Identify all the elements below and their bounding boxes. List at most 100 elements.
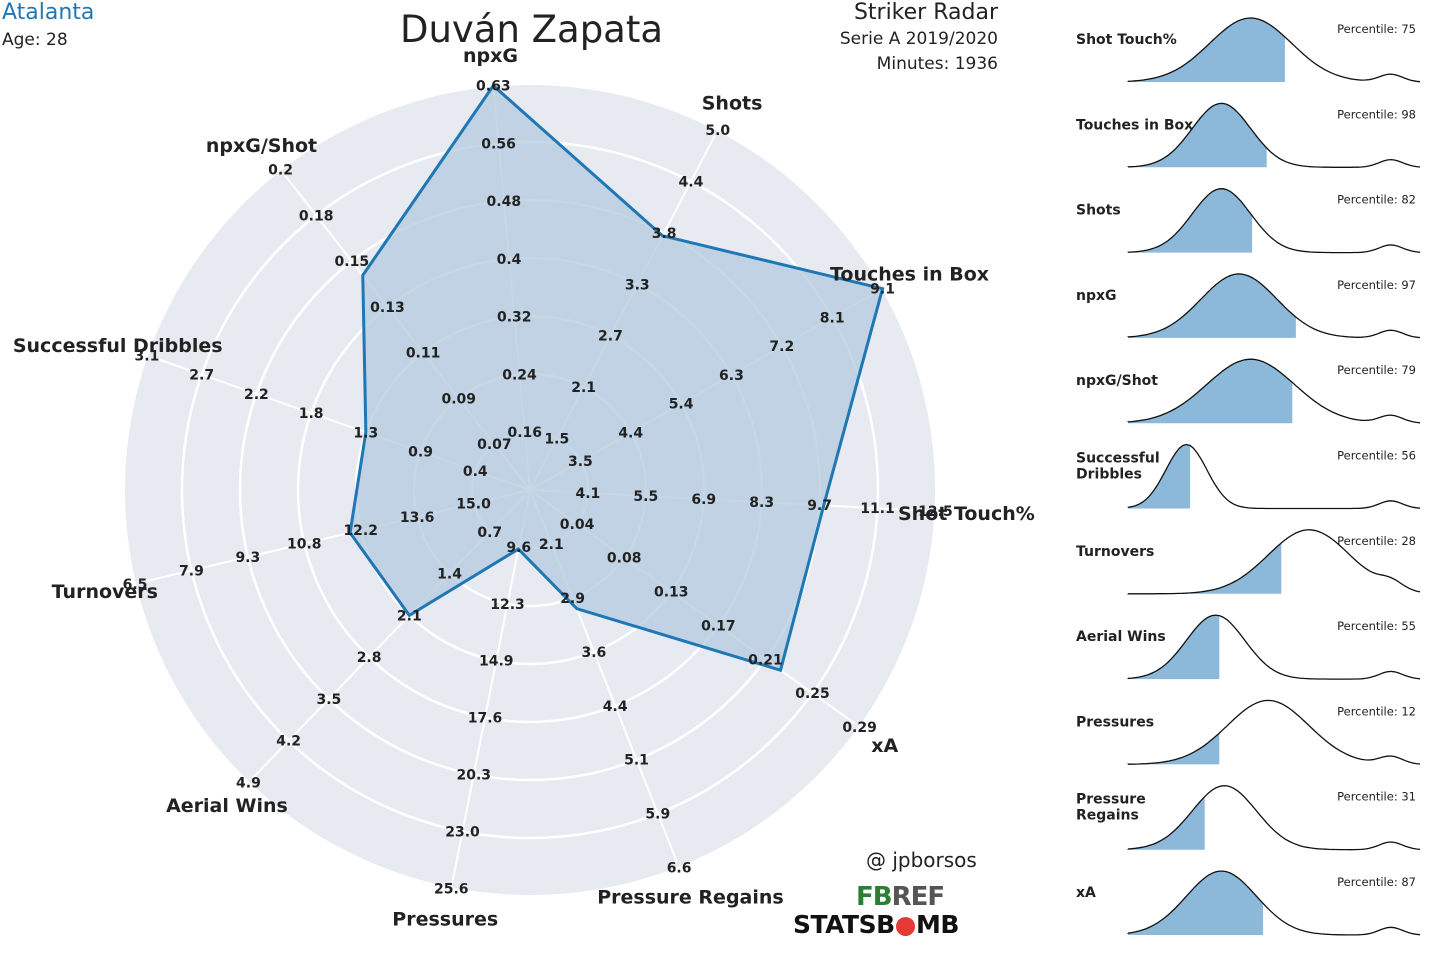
distribution-curve: [1127, 358, 1421, 424]
percentile-label: Percentile: 79: [1337, 363, 1416, 377]
radar-tick-label: 6.3: [719, 368, 744, 384]
radar-tick-label: 3.5: [568, 454, 593, 470]
distribution-label: Shots: [1076, 203, 1121, 219]
distribution-label: Regains: [1076, 808, 1139, 824]
percentile-distributions: Shot Touch% Percentile: 75 Touches in Box P…: [1076, 17, 1421, 936]
radar-tick-label: 8.1: [820, 310, 845, 326]
distribution-fill: [1128, 273, 1296, 338]
radar-tick-label: 7.9: [179, 563, 204, 579]
radar-tick-label: 0.18: [299, 208, 334, 224]
statsbomb-logo-part: B: [876, 910, 895, 939]
radar-tick-label: 0.13: [654, 585, 689, 601]
distribution-curve: [1127, 17, 1421, 83]
radar-tick-label: 0.09: [441, 391, 476, 407]
percentile-label: Percentile: 97: [1337, 278, 1416, 292]
radar-tick-label: 9.1: [870, 282, 895, 298]
radar-tick-label: 3.5: [316, 692, 341, 708]
radar-data-polygon: [348, 83, 885, 673]
radar-tick-label: 0.48: [487, 194, 522, 210]
league-season: Serie A 2019/2020: [839, 29, 998, 49]
radar-tick-label: 10.8: [287, 537, 322, 553]
radar-tick-label: 1.5: [544, 432, 569, 448]
radar-tick-label: 9.3: [235, 550, 260, 566]
statsbomb-logo: STATSB●MB: [793, 910, 959, 939]
distribution-fill: [1128, 615, 1220, 680]
distribution-label: Aerial Wins: [1076, 629, 1166, 645]
radar-tick-label: 0.7: [477, 525, 502, 541]
radar-tick-label: 0.17: [701, 618, 736, 634]
percentile-label: Percentile: 56: [1337, 449, 1416, 463]
distribution-curve: [1127, 870, 1421, 936]
distribution-label: npxG: [1076, 288, 1117, 304]
radar-tick-label: 4.4: [603, 699, 628, 715]
radar-title: Striker Radar: [853, 0, 998, 25]
radar-tick-label: 0.4: [463, 464, 488, 480]
radar-axis-label: npxG/Shot: [206, 135, 317, 157]
statsbomb-logo-part: ●: [894, 910, 917, 939]
radar-tick-label: 5.4: [669, 397, 694, 413]
radar-axis-label: Aerial Wins: [166, 795, 288, 817]
distribution-fill: [1128, 796, 1205, 850]
radar-tick-label: 9.7: [807, 498, 832, 514]
radar-tick-label: 11.1: [860, 501, 895, 517]
fbref-logo-part: REF: [891, 882, 946, 912]
radar-tick-label: 4.4: [679, 174, 704, 190]
radar-tick-label: 5.5: [633, 489, 658, 505]
radar-axis-label: npxG: [463, 45, 518, 67]
percentile-label: Percentile: 82: [1337, 193, 1416, 207]
radar-chart: 4.1 5.5 6.9 8.3 9.7 11.1 12.5 3.5 4.4 5.4 6.3 7.2 8.…: [13, 45, 1035, 931]
radar-tick-label: 0.07: [477, 437, 512, 453]
radar-tick-label: 20.3: [456, 767, 491, 783]
player-age: Age: 28: [2, 30, 68, 50]
radar-tick-label: 5.1: [624, 753, 649, 769]
distribution-label: npxG/Shot: [1076, 373, 1158, 389]
radar-tick-label: 2.8: [357, 650, 382, 666]
radar-tick-label: 23.0: [445, 824, 480, 840]
radar-tick-label: 2.2: [244, 387, 269, 403]
radar-tick-label: 0.16: [507, 425, 542, 441]
radar-tick-label: 0.2: [268, 163, 293, 179]
radar-tick-label: 3.8: [652, 226, 677, 242]
author-credit: @ jpborsos: [866, 848, 977, 872]
radar-axis-label: Pressure Regains: [597, 886, 783, 908]
radar-tick-label: 8.3: [749, 495, 774, 511]
radar-tick-label: 0.56: [481, 136, 516, 152]
radar-tick-label: 3.1: [135, 348, 160, 364]
distribution-curve: [1127, 529, 1421, 595]
radar-tick-label: 5.9: [645, 807, 670, 823]
radar-tick-label: 0.08: [607, 551, 642, 567]
radar-tick-label: 4.2: [276, 734, 301, 750]
radar-tick-label: 3.3: [625, 277, 650, 293]
distribution-fill: [1128, 359, 1293, 424]
radar-tick-label: 25.6: [434, 881, 469, 897]
radar-tick-label: 3.6: [581, 645, 606, 661]
radar-tick-label: 2.9: [560, 591, 585, 607]
distribution-fill: [1128, 871, 1264, 935]
team-name: Atalanta: [2, 0, 95, 25]
distribution-fill: [1128, 188, 1253, 253]
distribution-curve: [1127, 102, 1421, 168]
distribution-label: Pressures: [1076, 714, 1154, 730]
radar-tick-label: 0.15: [335, 254, 370, 270]
radar-tick-label: 12.5: [918, 504, 953, 520]
minutes-played: Minutes: 1936: [876, 54, 998, 74]
radar-tick-label: 0.9: [408, 445, 433, 461]
radar-tick-label: 2.1: [539, 537, 564, 553]
fbref-logo: FBREF: [856, 882, 946, 912]
radar-tick-label: 6.6: [667, 861, 692, 877]
radar-axis-label: Pressures: [392, 909, 498, 931]
radar-spoke: [451, 489, 531, 883]
radar-tick-label: 4.4: [618, 425, 643, 441]
radar-axis-label: Shots: [702, 93, 763, 115]
radar-tick-label: 0.29: [842, 720, 877, 736]
percentile-label: Percentile: 28: [1337, 534, 1416, 548]
radar-tick-label: 2.1: [397, 608, 422, 624]
distribution-curve: [1127, 188, 1421, 254]
percentile-label: Percentile: 12: [1337, 704, 1416, 718]
distribution-curve: [1127, 614, 1421, 680]
radar-tick-label: 2.7: [189, 368, 214, 384]
radar-axis-label: Touches in Box: [830, 263, 989, 285]
distribution-label: Shot Touch%: [1076, 32, 1177, 48]
radar-tick-label: 0.24: [502, 367, 537, 383]
radar-tick-label: 4.9: [236, 775, 261, 791]
